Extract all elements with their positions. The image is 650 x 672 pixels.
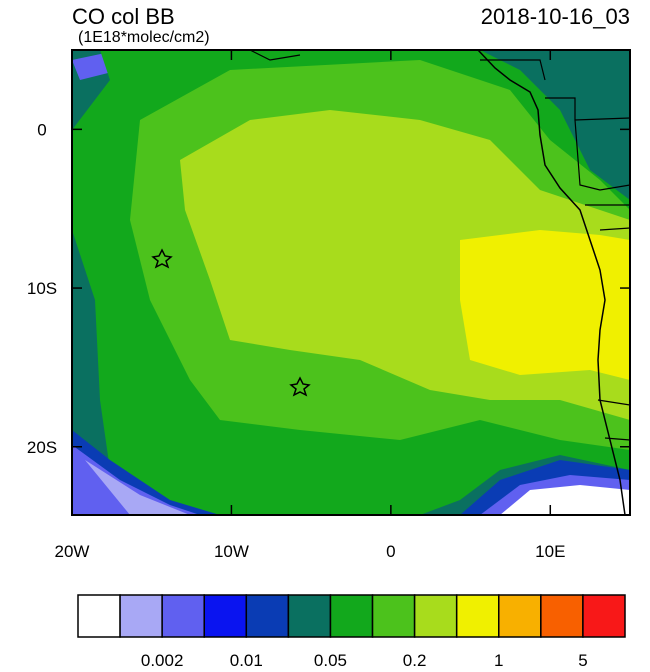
colorbar-swatch bbox=[77, 594, 121, 638]
timestamp: 2018-10-16_03 bbox=[481, 4, 630, 29]
colorbar-swatch bbox=[498, 594, 542, 638]
colorbar-swatch bbox=[287, 594, 332, 638]
colorbar-swatch bbox=[119, 594, 163, 638]
colorbar-swatch bbox=[413, 594, 458, 638]
colorbar-swatch bbox=[582, 594, 626, 638]
colorbar-label: 0.002 bbox=[141, 651, 184, 667]
lat-tick-label: 0 bbox=[37, 120, 46, 139]
colorbar-swatch bbox=[161, 594, 205, 638]
lat-tick-label: 20S bbox=[27, 438, 57, 457]
units: (1E18*molec/cm2) bbox=[78, 29, 210, 46]
colorbar-label: 1 bbox=[494, 651, 503, 667]
lon-tick-label: 10E bbox=[535, 542, 565, 561]
lon-tick-label: 0 bbox=[386, 542, 395, 561]
map-field bbox=[72, 50, 630, 515]
colorbar-swatch bbox=[455, 594, 500, 638]
lon-tick-label: 10W bbox=[214, 542, 249, 561]
colorbar-swatch bbox=[203, 594, 248, 638]
colorbar-label: 0.2 bbox=[403, 651, 427, 667]
lon-tick-label: 20W bbox=[55, 542, 90, 561]
colorbar-label: 0.01 bbox=[230, 651, 263, 667]
colorbar-swatch bbox=[540, 594, 584, 638]
colorbar-swatch bbox=[371, 594, 416, 638]
title: CO col BB bbox=[72, 4, 175, 29]
colorbar-swatch bbox=[245, 594, 290, 638]
colorbar-label: 0.05 bbox=[314, 651, 347, 667]
colorbar-label: 5 bbox=[578, 651, 587, 667]
lat-tick-label: 10S bbox=[27, 279, 57, 298]
colorbar-swatch bbox=[329, 594, 374, 638]
map-frame bbox=[71, 49, 631, 516]
